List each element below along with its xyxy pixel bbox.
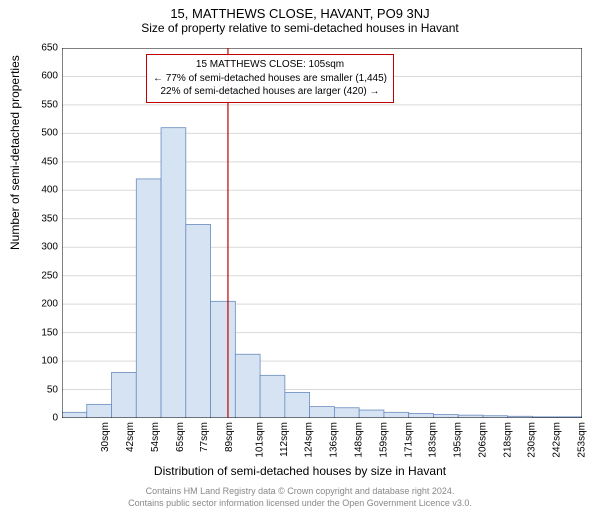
x-tick-label: 183sqm [428, 422, 439, 458]
annotation-box: 15 MATTHEWS CLOSE: 105sqm ← 77% of semi-… [146, 54, 394, 103]
annotation-line-3: 22% of semi-detached houses are larger (… [153, 85, 387, 99]
x-tick-label: 77sqm [199, 422, 210, 452]
y-tick-label: 0 [28, 413, 58, 424]
x-tick-label: 65sqm [175, 422, 186, 452]
bottom-block: Distribution of semi-detached houses by … [0, 460, 600, 509]
histogram-bar [186, 224, 211, 418]
header-block: 15, MATTHEWS CLOSE, HAVANT, PO9 3NJ Size… [0, 6, 600, 35]
chart-area: 050100150200250300350400450500550600650 … [62, 48, 582, 418]
histogram-bar [359, 410, 384, 418]
y-tick-label: 250 [28, 270, 58, 281]
x-tick-label: 230sqm [527, 422, 538, 458]
y-tick-label: 600 [28, 71, 58, 82]
y-tick-label: 350 [28, 213, 58, 224]
x-tick-label: 124sqm [304, 422, 315, 458]
x-tick-label: 54sqm [150, 422, 161, 452]
chart-container: 15, MATTHEWS CLOSE, HAVANT, PO9 3NJ Size… [0, 0, 600, 500]
x-tick-label: 253sqm [576, 422, 587, 458]
x-tick-label: 148sqm [354, 422, 365, 458]
histogram-bar [285, 392, 310, 418]
y-tick-label: 50 [28, 384, 58, 395]
x-tick-label: 101sqm [255, 422, 266, 458]
annotation-line-1: 15 MATTHEWS CLOSE: 105sqm [153, 58, 387, 72]
histogram-bar [310, 407, 335, 418]
x-axis-label: Distribution of semi-detached houses by … [0, 464, 600, 478]
histogram-bar [235, 354, 260, 418]
y-tick-label: 400 [28, 185, 58, 196]
histogram-bar [433, 415, 458, 418]
x-tick-label: 42sqm [125, 422, 136, 452]
y-tick-label: 300 [28, 242, 58, 253]
x-tick-label: 242sqm [552, 422, 563, 458]
y-tick-label: 650 [28, 43, 58, 54]
footer-line-1: Contains HM Land Registry data © Crown c… [0, 486, 600, 498]
x-tick-label: 136sqm [329, 422, 340, 458]
histogram-bar [136, 179, 161, 418]
y-tick-label: 150 [28, 327, 58, 338]
page-title: 15, MATTHEWS CLOSE, HAVANT, PO9 3NJ [0, 6, 600, 21]
y-tick-label: 100 [28, 356, 58, 367]
y-tick-label: 450 [28, 156, 58, 167]
footer-line-2: Contains public sector information licen… [0, 498, 600, 509]
y-axis-label: Number of semi-detached properties [8, 55, 22, 250]
histogram-bar [62, 412, 87, 418]
histogram-bar [87, 404, 112, 418]
histogram-bar [161, 128, 186, 418]
x-tick-label: 112sqm [279, 422, 290, 457]
x-tick-label: 159sqm [378, 422, 389, 458]
histogram-bar [409, 413, 434, 418]
histogram-plot [62, 48, 582, 418]
x-tick-label: 30sqm [100, 422, 111, 452]
footer: Contains HM Land Registry data © Crown c… [0, 486, 600, 509]
y-tick-label: 500 [28, 128, 58, 139]
y-tick-label: 200 [28, 299, 58, 310]
x-tick-label: 218sqm [502, 422, 513, 458]
x-tick-label: 206sqm [477, 422, 488, 458]
histogram-bar [334, 408, 359, 418]
y-tick-label: 550 [28, 99, 58, 110]
x-tick-label: 195sqm [453, 422, 464, 458]
x-tick-label: 89sqm [224, 422, 235, 452]
x-tick-label: 171sqm [403, 422, 414, 458]
page-subtitle: Size of property relative to semi-detach… [0, 21, 600, 35]
histogram-bar [384, 412, 409, 418]
histogram-bar [211, 301, 236, 418]
histogram-bar [112, 372, 137, 418]
annotation-line-2: ← 77% of semi-detached houses are smalle… [153, 72, 387, 86]
histogram-bar [260, 375, 285, 418]
